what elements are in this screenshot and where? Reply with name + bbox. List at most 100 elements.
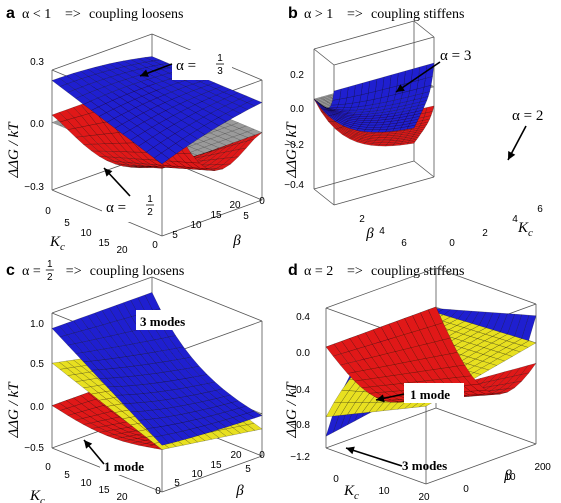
x-tick-label: 10 <box>80 228 92 239</box>
kc-axis-label: Kc <box>343 483 359 502</box>
y-tick-label: 0 <box>463 484 469 495</box>
beta-axis-label: β <box>503 468 512 484</box>
header-arrow: => <box>65 7 81 22</box>
beta-axis-label: β <box>232 233 241 249</box>
axes-box-edge <box>313 188 335 206</box>
z-tick-label: 0.0 <box>296 348 310 359</box>
z-axis-label: ΔΔG / kT <box>284 121 300 179</box>
axes-box-edge <box>161 199 263 237</box>
annotation-frac-half: 12 <box>146 194 154 218</box>
annotation-arrow-half-head <box>104 168 113 177</box>
kc-subscript: c <box>60 241 65 253</box>
annotation-arrow-third-head <box>140 69 149 77</box>
surface-2-patch <box>325 402 342 418</box>
annotation-frac-half-den: 2 <box>147 207 153 218</box>
z-tick-label: −0.2 <box>284 140 304 151</box>
panel-letter: d <box>288 262 298 279</box>
panel-header: a α < 1 => coupling loosens <box>6 5 184 22</box>
header-text: coupling loosens <box>89 7 184 22</box>
y-tick-label: 15 <box>210 210 222 221</box>
header-condition: α > 1 <box>304 7 333 22</box>
beta-tick-label: 5 <box>243 211 249 222</box>
surface-2-patch <box>332 88 342 101</box>
surface-3-patch <box>325 343 342 357</box>
panel-letter: c <box>6 262 15 279</box>
annotation-1-mode: 1 mode <box>104 459 144 474</box>
axes-box-edge <box>333 176 435 206</box>
annotation-arrow-1-mode-head <box>84 440 93 449</box>
z-tick-label: 0.0 <box>30 119 44 130</box>
y-tick-label: 20 <box>534 462 546 473</box>
beta-tick-label: 0 <box>259 450 265 461</box>
axes-box-edge <box>425 443 537 485</box>
x-tick-label: 0 <box>449 238 455 249</box>
surface-3 <box>51 292 263 446</box>
annotation-frac-third-num: 1 <box>217 53 223 64</box>
beta-axis-label: β <box>365 226 374 242</box>
x-tick-label: 0 <box>45 206 51 217</box>
header-arrow: => <box>347 7 363 22</box>
x-tick-label: 0 <box>45 462 51 473</box>
annotation-alpha-3: α = 3 <box>440 48 471 64</box>
y-tick-label: 10 <box>504 472 516 483</box>
annotation-arrow-2-head <box>508 151 516 160</box>
label-box <box>100 455 158 475</box>
surface-2 <box>51 56 263 165</box>
axes-box-edge <box>333 36 435 66</box>
z-tick-label: 0.0 <box>30 402 44 413</box>
panel-letter: b <box>288 5 298 22</box>
x-tick-label: 2 <box>482 228 488 239</box>
annotation-arrow-3 <box>395 61 441 93</box>
surface-1-patch <box>425 105 435 114</box>
axes-box-edge <box>51 33 153 71</box>
header-fraction-den: 2 <box>47 272 53 283</box>
y-tick-label: 6 <box>401 238 407 249</box>
y-tick-label: 0 <box>152 240 158 251</box>
header-fraction-num: 1 <box>47 259 53 270</box>
header-condition: α = 2 <box>304 264 333 279</box>
annotation-arrow-3-modes <box>345 446 403 467</box>
annotation-frac-half-num: 1 <box>147 194 153 205</box>
x-tick-label: 20 <box>116 245 128 256</box>
surface-2 <box>313 62 435 133</box>
surface-3-patch <box>51 325 68 337</box>
annotation-alpha-2: α = 2 <box>512 108 543 124</box>
annotation-arrow-1-mode <box>83 439 105 465</box>
z-axis-label: ΔΔG / kT <box>284 381 300 439</box>
kc-axis-label: Kc <box>29 488 45 503</box>
y-tick-label: 0 <box>155 486 161 497</box>
beta-tick-label: 0 <box>545 462 551 473</box>
annotation-arrow-3-modes-head <box>346 446 355 455</box>
kc-subscript: c <box>354 490 359 502</box>
x-tick-label: 5 <box>64 218 70 229</box>
annotation-arrow-3-modes-shaft <box>345 447 403 467</box>
annotation-arrow-3-shaft <box>395 61 441 93</box>
header-arrow: => <box>66 264 82 279</box>
axes-box-edge <box>435 267 537 305</box>
header-arrow: => <box>347 264 363 279</box>
annotation-1-mode: 1 mode <box>410 387 450 402</box>
y-tick-label: 20 <box>230 450 242 461</box>
annotation-3-modes: 3 modes <box>140 314 185 329</box>
z-tick-label: −0.8 <box>290 420 310 431</box>
panel-d: d α = 2 => coupling stiffens 0.4 0.0 −0.4 −0.8 −… <box>284 262 551 503</box>
annotation-alpha-half: α = <box>106 200 126 216</box>
annotation-arrow-third <box>139 63 173 77</box>
x-tick-label: 0 <box>333 474 339 485</box>
header-text: coupling stiffens <box>371 7 464 22</box>
kc-subscript: c <box>40 495 45 503</box>
annotation-arrow-1-mode <box>375 393 405 403</box>
header-text: coupling loosens <box>90 264 185 279</box>
x-tick-label: 20 <box>418 492 430 503</box>
axes-box-edge <box>313 48 335 66</box>
panel-letter: a <box>6 5 15 22</box>
label-box <box>136 310 196 330</box>
axes-box-edge <box>435 407 537 445</box>
header-condition: α < 1 <box>22 7 51 22</box>
x-tick-label: 5 <box>64 470 70 481</box>
y-tick-label: 20 <box>229 200 241 211</box>
label-box <box>172 50 232 80</box>
